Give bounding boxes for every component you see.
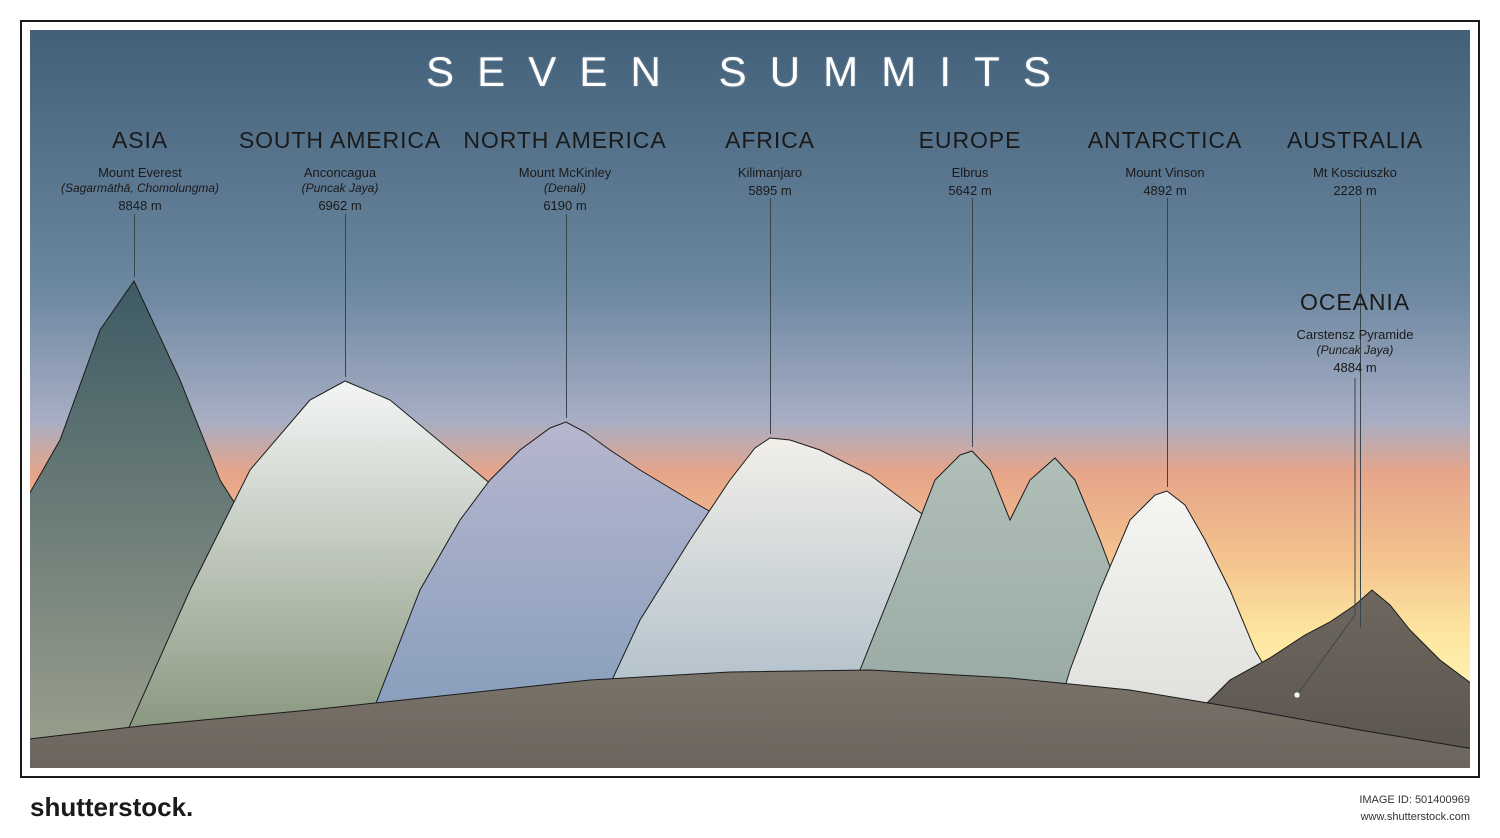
leader-line-oceania [30, 30, 1470, 768]
source-url: www.shutterstock.com [1359, 809, 1470, 826]
chart-area: SEVEN SUMMITSASIAMount Everest(Sagarmāth… [30, 30, 1470, 768]
image-id: IMAGE ID: 501400969 [1359, 792, 1470, 809]
brand-logo: shutterstock. [30, 792, 193, 823]
footer: IMAGE ID: 501400969www.shutterstock.com [1359, 792, 1470, 825]
